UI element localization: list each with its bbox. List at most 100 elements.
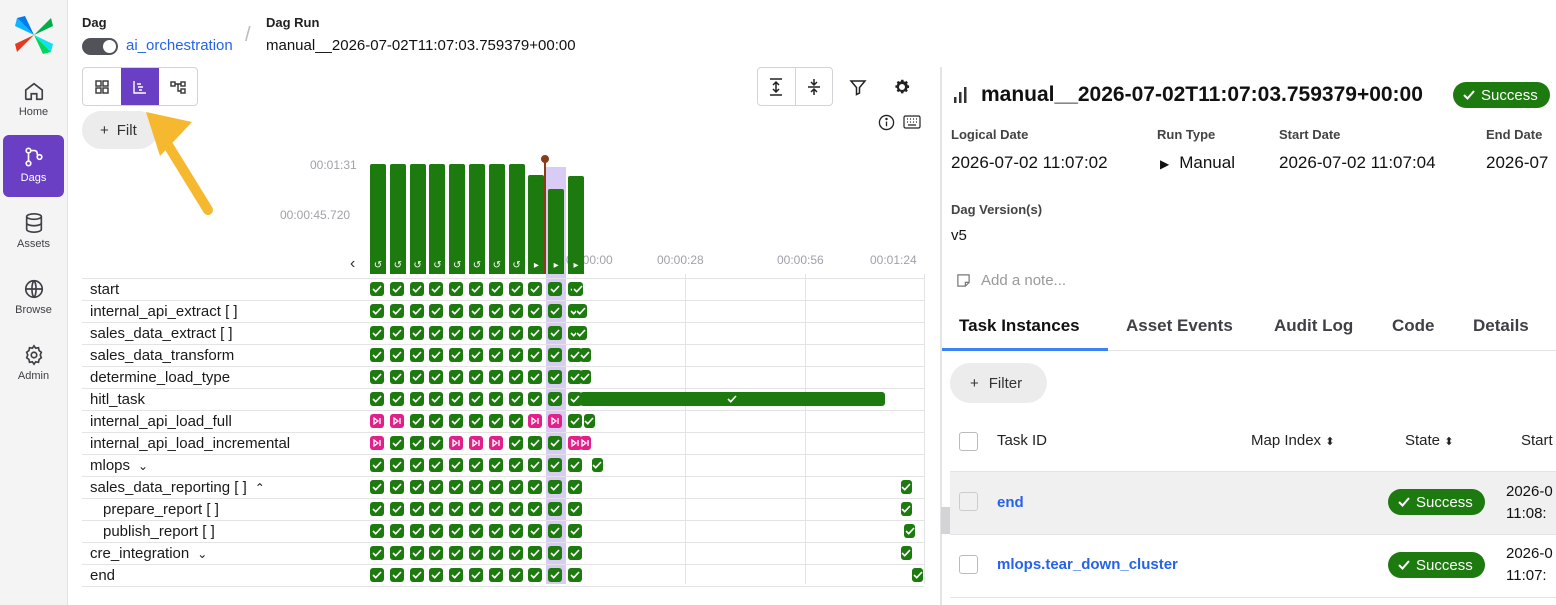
task-instance-success[interactable]: [528, 392, 543, 406]
gantt-bar[interactable]: [900, 546, 912, 560]
task-instance-success[interactable]: [429, 524, 444, 538]
task-name[interactable]: hitl_task: [90, 391, 145, 408]
task-instance-success[interactable]: [508, 502, 523, 516]
task-instance-success[interactable]: [389, 282, 404, 296]
sidebar-item-dags[interactable]: Dags: [3, 135, 64, 197]
task-instance-success[interactable]: [488, 326, 503, 340]
task-instance-success[interactable]: [409, 282, 424, 296]
task-instance-success[interactable]: [370, 304, 384, 318]
task-name[interactable]: sales_data_reporting [ ] ⌃: [90, 479, 265, 496]
task-instance-success[interactable]: [409, 524, 424, 538]
task-instance-success[interactable]: [508, 370, 523, 384]
run-duration-bar[interactable]: ↺: [389, 164, 406, 274]
select-all-checkbox[interactable]: [959, 432, 978, 451]
task-instance-success[interactable]: [409, 458, 424, 472]
gantt-bar[interactable]: [900, 480, 912, 494]
task-instance-success[interactable]: [528, 568, 543, 582]
task-instance-success[interactable]: [409, 568, 424, 582]
task-row[interactable]: prepare_report [ ]: [82, 498, 924, 520]
task-instance-success[interactable]: [389, 480, 404, 494]
gantt-bar[interactable]: [575, 304, 587, 318]
task-instance-success[interactable]: [449, 502, 464, 516]
info-icon[interactable]: [877, 113, 895, 131]
task-name[interactable]: end: [90, 567, 115, 584]
gantt-bar[interactable]: [583, 414, 595, 428]
task-instance-success[interactable]: [449, 282, 464, 296]
task-name[interactable]: prepare_report [ ]: [103, 501, 219, 518]
task-instance-success[interactable]: [488, 524, 503, 538]
gantt-bar[interactable]: [575, 326, 587, 340]
dag-name-link[interactable]: ai_orchestration: [126, 37, 233, 54]
task-instance-success[interactable]: [469, 524, 483, 538]
task-instance-success[interactable]: [568, 502, 582, 516]
task-instance-skipped[interactable]: [389, 414, 404, 428]
task-row[interactable]: hitl_task: [82, 388, 924, 410]
graph-view-button[interactable]: [159, 68, 197, 105]
gantt-bar[interactable]: [579, 392, 885, 406]
sidebar-item-admin[interactable]: Admin: [3, 333, 64, 395]
grid-view-button[interactable]: [83, 68, 121, 105]
task-instance-success[interactable]: [389, 392, 404, 406]
task-instance-success[interactable]: [528, 546, 543, 560]
task-instance-success[interactable]: [528, 524, 543, 538]
task-instance-success[interactable]: [469, 304, 483, 318]
task-instance-success[interactable]: [548, 370, 563, 384]
task-instance-success[interactable]: [429, 502, 444, 516]
task-instance-skipped[interactable]: [548, 414, 563, 428]
task-instance-success[interactable]: [409, 348, 424, 362]
tab-audit-log[interactable]: Audit Log: [1274, 316, 1354, 335]
task-name[interactable]: publish_report [ ]: [103, 523, 215, 540]
task-instance-success[interactable]: [389, 304, 404, 318]
keyboard-icon[interactable]: [903, 113, 921, 131]
tab-details[interactable]: Details: [1473, 316, 1529, 335]
task-instance-success[interactable]: [488, 304, 503, 318]
task-instance-success[interactable]: [508, 392, 523, 406]
task-instance-success[interactable]: [429, 568, 444, 582]
task-instance-success[interactable]: [528, 304, 543, 318]
gantt-bar[interactable]: [579, 348, 591, 362]
task-row[interactable]: internal_api_load_full: [82, 410, 924, 432]
run-duration-bar[interactable]: ▸: [568, 176, 584, 274]
task-instance-success[interactable]: [469, 348, 483, 362]
task-instance-success[interactable]: [429, 458, 444, 472]
gantt-bar[interactable]: [579, 370, 591, 384]
task-instance-success[interactable]: [548, 524, 563, 538]
task-row[interactable]: cre_integration ⌄: [82, 542, 924, 564]
task-instance-success[interactable]: [449, 458, 464, 472]
task-instance-success[interactable]: [429, 480, 444, 494]
task-instance-success[interactable]: [370, 392, 384, 406]
panel-divider[interactable]: [940, 67, 942, 605]
task-instance-success[interactable]: [548, 282, 563, 296]
task-instance-success[interactable]: [370, 568, 384, 582]
task-name[interactable]: sales_data_extract [ ]: [90, 325, 233, 342]
task-instance-success[interactable]: [528, 326, 543, 340]
task-instance-success[interactable]: [488, 414, 503, 428]
task-instance-success[interactable]: [488, 502, 503, 516]
task-name[interactable]: determine_load_type: [90, 369, 230, 386]
task-id-link[interactable]: end: [997, 494, 1024, 511]
task-instance-success[interactable]: [528, 480, 543, 494]
task-instance-skipped[interactable]: [370, 414, 384, 428]
task-instance-success[interactable]: [548, 392, 563, 406]
tab-task-instances[interactable]: Task Instances: [959, 316, 1080, 335]
task-row[interactable]: sales_data_transform: [82, 344, 924, 366]
task-instance-success[interactable]: [429, 392, 444, 406]
airflow-logo[interactable]: [13, 14, 55, 56]
tab-code[interactable]: Code: [1392, 316, 1435, 335]
dag-pause-toggle[interactable]: [82, 38, 118, 55]
task-instance-success[interactable]: [389, 546, 404, 560]
task-instance-skipped[interactable]: [449, 436, 464, 450]
task-instance-success[interactable]: [548, 480, 563, 494]
gantt-bar[interactable]: [572, 282, 583, 296]
task-instance-success[interactable]: [429, 304, 444, 318]
task-instance-success[interactable]: [370, 326, 384, 340]
run-duration-bar[interactable]: ↺: [429, 164, 446, 274]
task-instance-success[interactable]: [469, 370, 483, 384]
task-row[interactable]: internal_api_extract [ ]: [82, 300, 924, 322]
task-instance-success[interactable]: [469, 326, 483, 340]
task-instance-success[interactable]: [429, 546, 444, 560]
task-instance-success[interactable]: [488, 546, 503, 560]
task-instance-success[interactable]: [429, 436, 444, 450]
task-instance-success[interactable]: [568, 392, 582, 406]
task-instance-success[interactable]: [508, 458, 523, 472]
